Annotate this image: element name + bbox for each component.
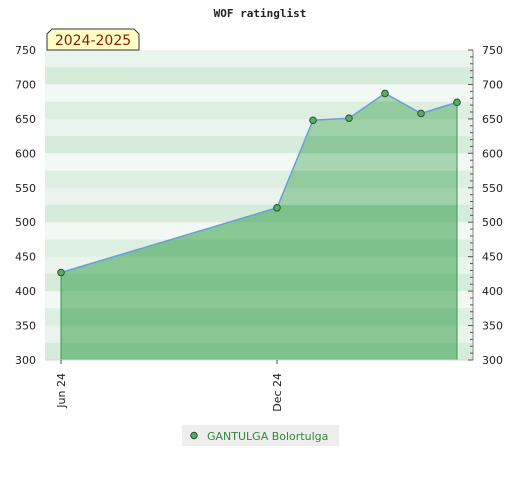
x-tick-label: Dec 24 (271, 373, 284, 412)
legend-box (182, 425, 339, 446)
chart-title: WOF ratinglist (214, 7, 307, 20)
season-badge: 2024-2025 (46, 28, 140, 51)
y-tick-label-left: 550 (15, 182, 36, 195)
y-tick-label-right: 600 (482, 147, 503, 160)
area-stripe (61, 291, 457, 309)
area-stripe (61, 256, 457, 275)
grid-band (45, 84, 473, 102)
grid-band (45, 67, 473, 85)
y-tick-label-right: 450 (482, 251, 503, 264)
data-point (273, 203, 281, 212)
data-point (453, 98, 461, 107)
y-tick-label-right: 300 (482, 354, 503, 367)
data-point (57, 268, 65, 277)
legend: GANTULGA Bolortulga (182, 425, 339, 446)
data-point (381, 89, 389, 98)
grid-band (45, 50, 473, 68)
y-tick-label-left: 300 (15, 354, 36, 367)
y-tick-label-right: 550 (482, 182, 503, 195)
axes: 300 300 350 350 400 400 450 450 500 500 550 550 600 6… (15, 44, 503, 412)
area-stripe (61, 273, 457, 292)
y-tick-label-right: 500 (482, 216, 503, 229)
y-tick-label-left: 500 (15, 216, 36, 229)
y-tick-label-left: 350 (15, 320, 36, 333)
area-stripe (61, 239, 457, 257)
y-tick-label-left: 700 (15, 78, 36, 91)
y-tick-label-right: 700 (482, 78, 503, 91)
y-tick-label-right: 750 (482, 44, 503, 57)
y-tick-label-left: 600 (15, 147, 36, 160)
y-tick-label-left: 450 (15, 251, 36, 264)
y-tick-label-right: 650 (482, 113, 503, 126)
data-point (345, 114, 353, 122)
x-tick-label: Jun 24 (55, 373, 68, 409)
y-tick-label-left: 400 (15, 285, 36, 298)
y-tick-label-left: 750 (15, 44, 36, 57)
legend-series-name: GANTULGA Bolortulga (207, 430, 328, 443)
legend-marker (190, 431, 198, 440)
points-layer (57, 89, 461, 277)
season-label: 2024-2025 (55, 33, 131, 49)
y-tick-label-right: 400 (482, 285, 503, 298)
area-stripe (61, 308, 457, 326)
data-point (417, 109, 425, 118)
area-stripe (61, 325, 457, 344)
data-point (309, 116, 317, 125)
y-tick-label-left: 650 (15, 113, 36, 126)
y-tick-label-right: 350 (482, 320, 503, 333)
area-stripe (61, 342, 457, 361)
